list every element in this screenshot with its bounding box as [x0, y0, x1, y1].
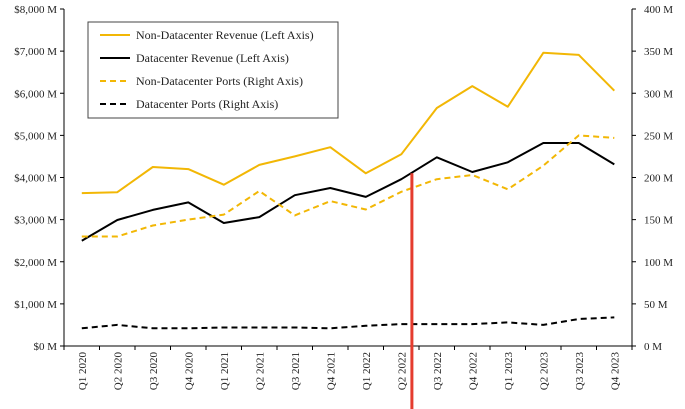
series-line-1: [81, 51, 616, 195]
series-line-2: [81, 142, 615, 242]
left-tick-label: $4,000 M: [14, 173, 57, 185]
x-tick-label: Q3 2020: [148, 352, 160, 391]
left-tick-label: $5,000 M: [14, 130, 57, 142]
left-tick-label: $1,000 M: [14, 299, 57, 311]
right-axis-ticks: 0 M 50 M 100 M 150 M 200 M 250 M 300 M 350 M 400…: [632, 4, 673, 353]
series-lines: [81, 51, 616, 330]
x-tick-label: Q1 2023: [503, 352, 515, 391]
x-tick-label: Q2 2022: [396, 352, 408, 390]
left-tick-label: $0 M: [33, 341, 57, 353]
x-tick-label: Q2 2020: [112, 352, 124, 391]
legend-label: Non-Datacenter Ports (Right Axis): [136, 74, 303, 88]
x-tick-label: Q2 2021: [254, 352, 266, 390]
right-tick-label: 400 M: [644, 4, 673, 16]
x-tick-label: Q4 2020: [183, 352, 195, 391]
right-tick-label: 0 M: [644, 341, 662, 353]
right-tick-label: 200 M: [644, 173, 673, 185]
x-axis-ticks: Q1 2020 Q2 2020 Q3 2020 Q4 2020 Q1 2021 Q2 20…: [63, 346, 633, 391]
left-tick-label: $8,000 M: [14, 4, 57, 16]
right-tick-label: 150 M: [644, 215, 673, 227]
left-tick-label: $3,000 M: [14, 215, 57, 227]
x-tick-label: Q4 2022: [467, 352, 479, 390]
left-tick-label: $7,000 M: [14, 46, 57, 58]
legend-label: Datacenter Ports (Right Axis): [136, 97, 278, 111]
x-tick-label: Q4 2021: [325, 352, 337, 390]
left-tick-label: $2,000 M: [14, 257, 57, 269]
x-tick-label: Q3 2021: [290, 352, 302, 390]
right-tick-label: 250 M: [644, 130, 673, 142]
legend: Non-Datacenter Revenue (Left Axis) Datace…: [87, 21, 339, 119]
left-axis-ticks: $0 M $1,000 M $2,000 M $3,000 M $4,000 M $5,0…: [14, 4, 64, 353]
x-tick-label: Q2 2023: [538, 352, 550, 391]
x-tick-label: Q3 2022: [432, 352, 444, 390]
x-tick-label: Q1 2020: [77, 352, 89, 391]
right-tick-label: 100 M: [644, 257, 673, 269]
x-tick-label: Q4 2023: [609, 352, 621, 391]
x-tick-label: Q1 2021: [219, 352, 231, 390]
x-tick-label: Q1 2022: [361, 352, 373, 390]
legend-box: [87, 21, 339, 119]
left-tick-label: $6,000 M: [14, 88, 57, 100]
right-tick-label: 300 M: [644, 88, 673, 100]
legend-label: Non-Datacenter Revenue (Left Axis): [136, 28, 314, 42]
right-tick-label: 350 M: [644, 46, 673, 58]
series-line-3: [81, 134, 615, 238]
series-line-4: [81, 316, 615, 330]
x-tick-label: Q3 2023: [574, 352, 586, 391]
legend-label: Datacenter Revenue (Left Axis): [136, 51, 289, 65]
right-tick-label: 50 M: [644, 299, 668, 311]
